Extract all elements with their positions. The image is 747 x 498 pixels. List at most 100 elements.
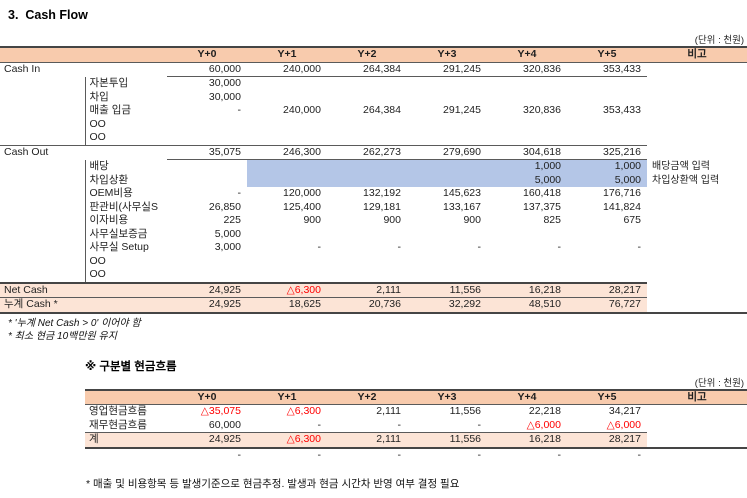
row-label: 자본투입 (84, 76, 167, 91)
table-row: 사무실 Setup 3,000 - - - - - (0, 241, 747, 255)
value-cell: 304,618 (487, 144, 567, 160)
value-cell: - (557, 448, 562, 461)
corner-cell (85, 388, 167, 405)
column-header: Y+4 (487, 388, 567, 405)
row-label: 사무실 Setup (84, 241, 167, 255)
row-label-total: 계 (85, 432, 167, 449)
value-cell: △6,300 (247, 432, 327, 449)
table-row: 계 24,925 △6,300 2,111 11,556 16,218 28,217 (85, 432, 747, 449)
table-row: 누계 Cash * 24,925 18,625 20,736 32,292 48,510 7… (0, 297, 747, 314)
input-value-cell: 1,000 (567, 159, 647, 174)
value-cell (487, 118, 567, 132)
value-cell: △6,000 (487, 418, 567, 433)
row-label: OO (84, 268, 167, 283)
value-cell: 26,850 (208, 200, 241, 213)
value-cell (487, 131, 567, 145)
value-cell: - (477, 448, 482, 461)
row-label: 영업현금흐름 (89, 405, 147, 417)
value-cell: △6,300 (286, 405, 321, 417)
row-label-cumulative-cash: 누계 Cash * (0, 297, 167, 314)
remark-cell (647, 419, 747, 433)
row-label: OO (84, 254, 167, 268)
value-cell: 125,400 (283, 200, 321, 213)
value-cell (167, 268, 247, 283)
column-header: Y+2 (327, 388, 407, 405)
value-cell (487, 77, 567, 91)
table-row: 차입 30,000 (0, 90, 747, 105)
value-cell (567, 118, 647, 132)
table-row: ------ (85, 448, 747, 463)
table-row: 사무실보증금 5,000 (0, 227, 747, 242)
value-cell: 353,433 (567, 62, 647, 77)
value-cell (247, 118, 327, 132)
spacer-cell (0, 201, 85, 215)
value-cell: 279,690 (407, 144, 487, 160)
value-cell: 3,000 (214, 241, 241, 253)
input-value-cell (407, 173, 487, 187)
table-row: Net Cash 24,925 △6,300 2,111 11,556 16,218 28,… (0, 281, 747, 298)
value-cell: 16,218 (487, 281, 567, 298)
value-cell: 264,384 (363, 104, 401, 116)
value-cell: 60,000 (167, 62, 247, 77)
table-row: 매출 입금 - 240,000 264,384 291,245 320,836 353,43… (0, 104, 747, 118)
value-cell: 28,217 (567, 281, 647, 298)
value-cell (327, 228, 407, 242)
value-cell (327, 131, 407, 145)
value-cell: 262,273 (327, 144, 407, 160)
row-label: OEM비용 (84, 187, 167, 201)
value-cell: - (237, 448, 242, 461)
value-cell: 900 (303, 214, 321, 226)
value-cell: △6,000 (567, 418, 647, 433)
value-cell: 132,192 (363, 187, 401, 199)
column-header: Y+2 (327, 46, 407, 63)
value-cell: 11,556 (407, 281, 487, 298)
row-label: 배당 (84, 159, 167, 174)
value-cell (327, 255, 407, 269)
section-title: ※ 구분별 현금흐름 (85, 360, 177, 373)
spacer-cell (85, 448, 167, 463)
row-label: OO (84, 117, 167, 131)
spacer-cell (0, 228, 85, 242)
value-cell: 22,218 (528, 405, 561, 417)
spacer-cell (0, 91, 85, 105)
value-cell: 291,245 (443, 104, 481, 116)
value-cell: △35,075 (200, 405, 241, 417)
value-cell: 11,556 (407, 432, 487, 449)
value-cell: 141,824 (603, 200, 641, 213)
row-label: OO (84, 131, 167, 145)
remark-cell (647, 62, 747, 77)
value-cell: 675 (623, 214, 641, 226)
remark-cell (647, 297, 747, 314)
value-cell (567, 91, 647, 105)
value-cell (567, 228, 647, 242)
cash-flow-table: Y+0 Y+1 Y+2 Y+3 Y+4 Y+5 비고 Cash In 60,000 240,000… (0, 46, 747, 314)
input-value-cell (327, 173, 407, 187)
column-header: Y+0 (167, 46, 247, 63)
section-label-cash-in: Cash In (4, 62, 41, 75)
value-cell: 16,218 (487, 432, 567, 449)
value-cell (327, 268, 407, 283)
row-label: 차입 (84, 90, 167, 104)
value-cell (407, 131, 487, 145)
value-cell: - (317, 448, 322, 461)
value-cell (247, 268, 327, 283)
value-cell: 825 (543, 214, 561, 226)
remark-cell (647, 131, 747, 145)
value-cell: 30,000 (208, 90, 241, 103)
remark-cell (647, 214, 747, 228)
value-cell (407, 228, 487, 242)
value-cell: 291,245 (407, 62, 487, 77)
value-cell (487, 228, 567, 242)
value-cell (247, 91, 327, 105)
row-label: 차입상환 (84, 173, 167, 187)
value-cell (327, 118, 407, 132)
value-cell: 900 (463, 214, 481, 226)
value-cell (327, 91, 407, 105)
remark-cell (647, 77, 747, 91)
value-cell (407, 77, 487, 91)
value-cell: - (557, 241, 562, 253)
value-cell (167, 160, 247, 174)
value-cell: 225 (223, 214, 241, 226)
value-cell: - (637, 241, 642, 253)
